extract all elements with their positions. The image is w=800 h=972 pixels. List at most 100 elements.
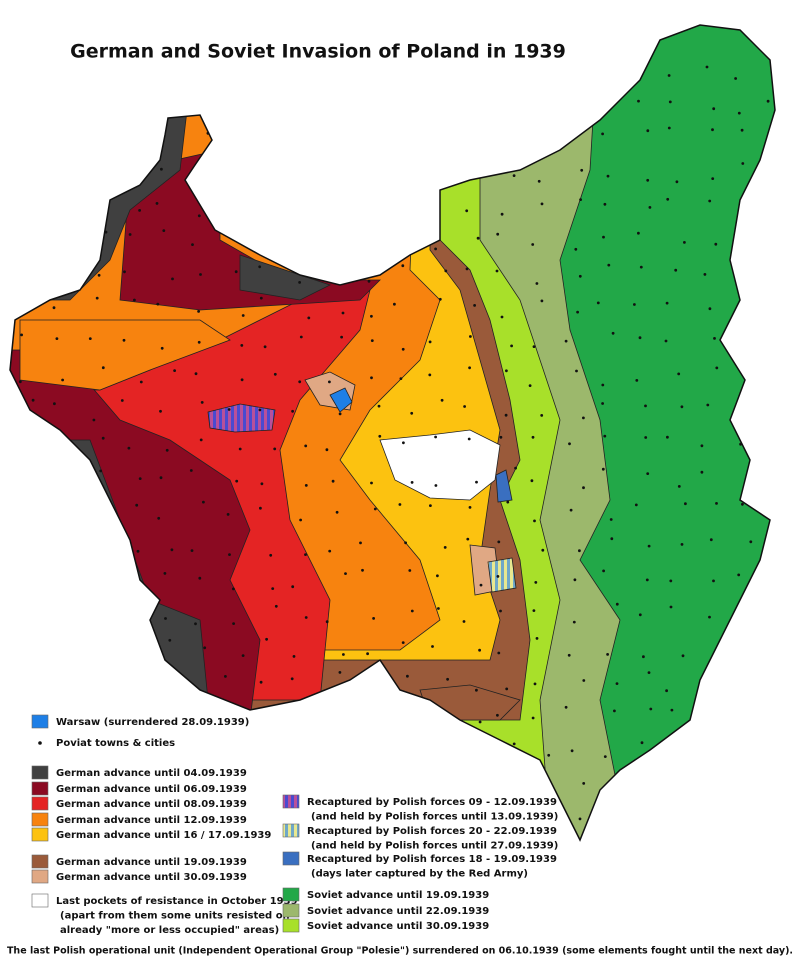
town-dot bbox=[703, 273, 707, 276]
legend-swatch bbox=[31, 796, 49, 811]
town-dot bbox=[540, 202, 544, 206]
legend-swatch bbox=[31, 765, 49, 780]
town-dot bbox=[127, 446, 131, 450]
town-dot bbox=[709, 538, 713, 542]
town-dot bbox=[714, 242, 718, 246]
town-dot bbox=[528, 384, 532, 387]
legend-label: (and held by Polish forces until 13.09.1… bbox=[311, 812, 558, 823]
town-dot bbox=[165, 448, 169, 452]
town-dot bbox=[567, 653, 571, 657]
town-dot bbox=[602, 569, 605, 573]
town-dot bbox=[637, 231, 640, 235]
town-dot bbox=[514, 466, 517, 470]
legend: Warsaw (surrendered 28.09.1939) Poviat to… bbox=[31, 714, 558, 936]
town-dot bbox=[568, 442, 571, 446]
town-dot bbox=[304, 616, 308, 619]
town-dot bbox=[711, 177, 715, 181]
town-dot bbox=[307, 316, 311, 320]
town-dot bbox=[189, 469, 193, 472]
town-dot bbox=[466, 537, 470, 541]
town-dot bbox=[190, 549, 194, 552]
legend-swatch bbox=[282, 794, 300, 809]
town-dot bbox=[737, 573, 741, 577]
town-dot bbox=[370, 339, 374, 342]
town-dot bbox=[298, 281, 301, 284]
town-dot bbox=[496, 713, 499, 717]
town-dot bbox=[235, 479, 239, 483]
town-dot bbox=[228, 553, 231, 556]
town-dot bbox=[159, 476, 163, 480]
town-dot bbox=[226, 513, 230, 516]
town-dot bbox=[133, 298, 136, 302]
town-dot bbox=[259, 506, 262, 510]
town-dot bbox=[410, 411, 414, 415]
town-dot bbox=[582, 416, 585, 420]
town-dot bbox=[645, 578, 649, 582]
town-dot bbox=[194, 622, 197, 626]
town-dot bbox=[677, 372, 681, 376]
town-dot bbox=[299, 518, 302, 522]
legend-swatch bbox=[282, 918, 300, 933]
town-dot bbox=[669, 605, 673, 609]
town-dot bbox=[335, 510, 339, 514]
town-dot bbox=[241, 654, 245, 657]
legend-label: German advance until 08.09.1939 bbox=[56, 799, 247, 810]
legend-label: German advance until 06.09.1939 bbox=[56, 784, 247, 795]
town-dot bbox=[578, 274, 582, 278]
town-dot bbox=[399, 377, 403, 380]
town-dot bbox=[530, 479, 534, 483]
town-dot bbox=[434, 435, 437, 439]
town-dot bbox=[700, 444, 704, 448]
town-dot bbox=[512, 742, 516, 746]
town-dot bbox=[683, 241, 686, 244]
town-dot bbox=[574, 247, 578, 251]
town-dot bbox=[170, 548, 174, 552]
town-dot bbox=[602, 235, 605, 239]
town-dot bbox=[564, 339, 568, 343]
town-dot bbox=[232, 587, 235, 591]
town-dot bbox=[609, 518, 613, 521]
town-dot bbox=[667, 126, 671, 130]
town-dot bbox=[163, 572, 167, 575]
legend-swatch bbox=[31, 714, 49, 729]
town-dot bbox=[292, 655, 296, 658]
town-dot bbox=[496, 232, 500, 236]
town-dot bbox=[199, 438, 203, 442]
town-dot bbox=[136, 549, 140, 553]
town-dot bbox=[506, 500, 510, 504]
town-dot bbox=[197, 310, 201, 313]
town-dot bbox=[373, 507, 377, 511]
town-dot bbox=[361, 568, 364, 572]
town-dot bbox=[99, 469, 103, 473]
town-dot bbox=[708, 615, 711, 619]
zone bbox=[329, 387, 353, 413]
town-dot bbox=[705, 65, 709, 69]
town-dot bbox=[120, 399, 124, 402]
town-dot bbox=[410, 609, 414, 613]
town-dot bbox=[537, 179, 541, 183]
town-dot bbox=[613, 709, 616, 713]
town-dot bbox=[541, 548, 545, 552]
town-dot bbox=[429, 504, 432, 507]
town-dot bbox=[670, 708, 674, 712]
town-dot bbox=[468, 366, 471, 370]
town-dot bbox=[197, 340, 201, 344]
town-dot bbox=[191, 243, 194, 247]
town-dot bbox=[202, 500, 205, 504]
town-dot bbox=[160, 346, 164, 350]
town-dot bbox=[575, 369, 578, 373]
town-dot bbox=[495, 269, 499, 273]
town-dot bbox=[428, 340, 432, 344]
town-dot bbox=[139, 380, 143, 384]
town-dot bbox=[535, 637, 539, 640]
town-dot bbox=[497, 651, 501, 655]
town-dots bbox=[18, 65, 770, 821]
town-dot bbox=[122, 338, 126, 342]
town-dot bbox=[290, 677, 294, 681]
town-dot bbox=[370, 376, 373, 380]
legend-swatch bbox=[282, 903, 300, 918]
town-dot bbox=[569, 508, 573, 512]
town-dot bbox=[406, 674, 409, 678]
legend-label: Poviat towns & cities bbox=[56, 738, 175, 749]
town-dot bbox=[198, 576, 202, 580]
